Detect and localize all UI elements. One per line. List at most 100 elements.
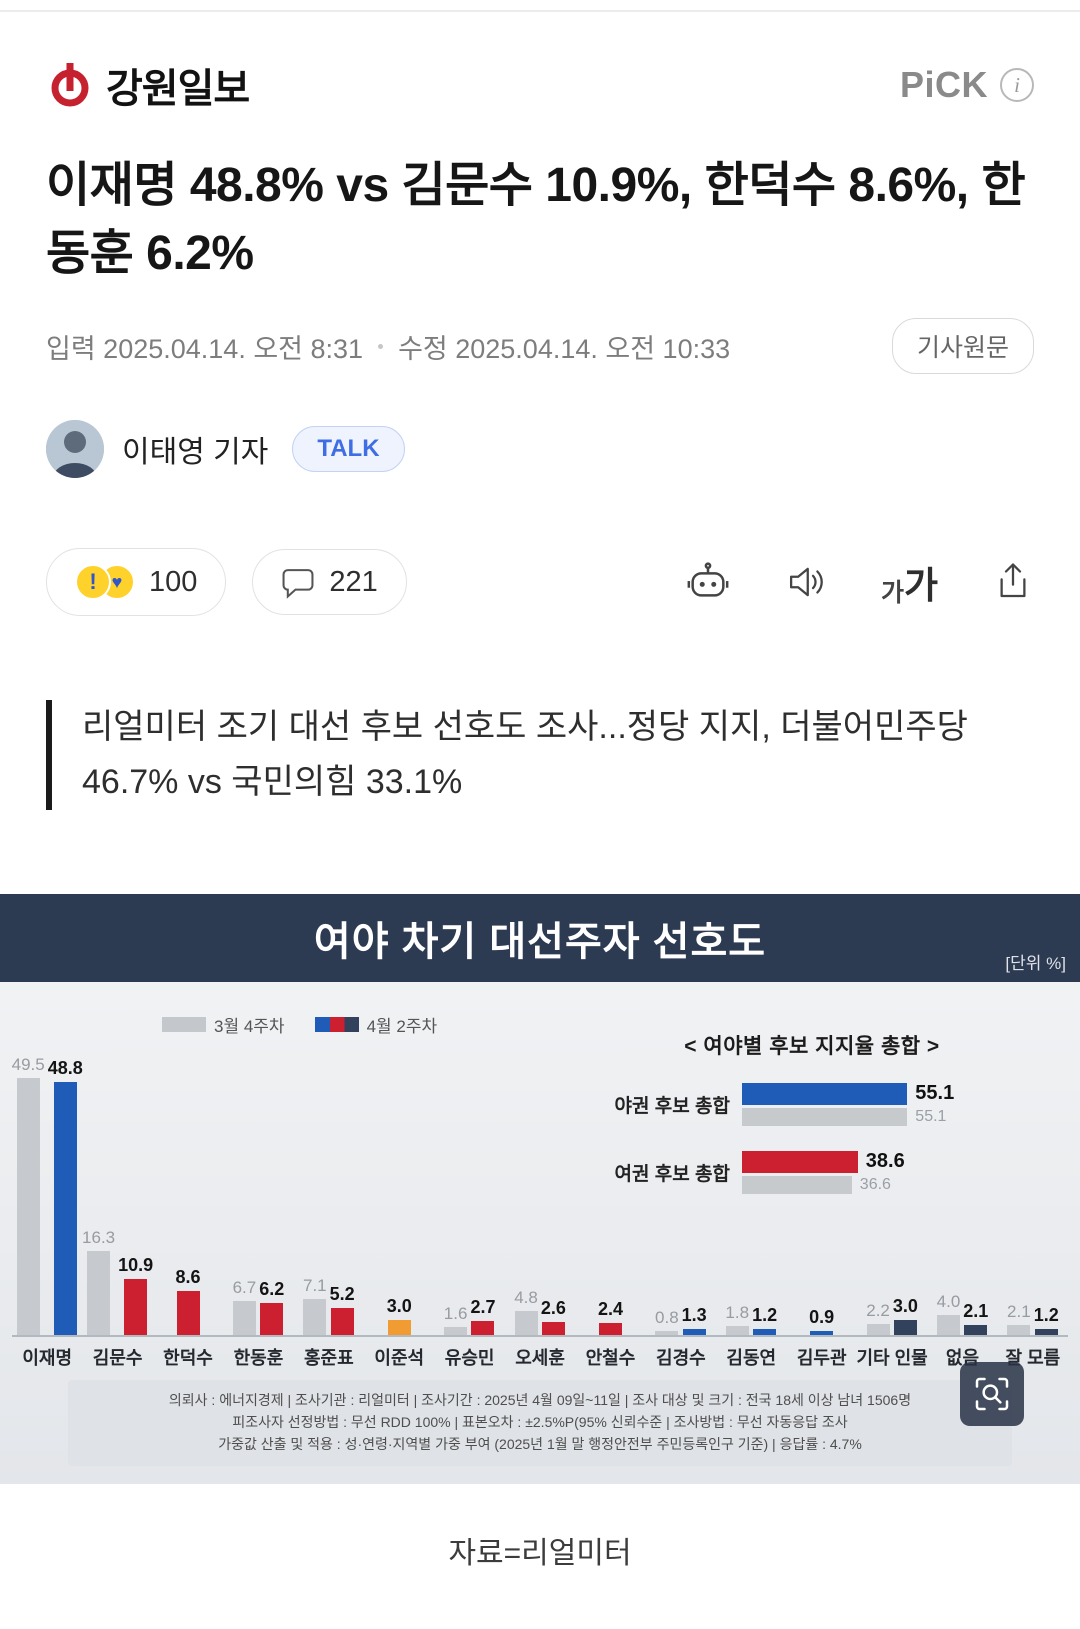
value-label: 2.6 (540, 1297, 566, 1318)
bar-item: 3.0 (387, 1296, 412, 1336)
bar-item: 1.3 (682, 1305, 707, 1336)
summary-bar (742, 1108, 908, 1127)
surprise-emoji-icon: ! (75, 564, 111, 601)
bar-item: 6.7 (232, 1278, 256, 1336)
font-size-small-label: 가 (880, 579, 904, 608)
pick-area: PiCK i (900, 64, 1034, 106)
bar-group: 6.7 6.2 한동훈 (223, 1278, 294, 1369)
bar-item: 0.8 (655, 1308, 679, 1336)
bar-previous (866, 1324, 890, 1336)
category-label: 김문수 (92, 1348, 143, 1369)
chart-unit-label: [단위 %] (1005, 954, 1066, 974)
value-label: 10.9 (118, 1254, 154, 1275)
modified-timestamp: 수정 2025.04.14. 오전 10:33 (398, 333, 731, 364)
bar-item: 2.2 (866, 1301, 890, 1336)
bar-current (471, 1321, 495, 1336)
comment-count: 221 (329, 565, 378, 598)
bar-item: 2.1 (963, 1301, 988, 1336)
chart-legend: 3월 4주차 4월 2주차 (162, 1012, 437, 1037)
chart-canvas: 3월 4주차 4월 2주차 < 여야별 후보 지지율 총합 > 야권 후보 총합… (12, 996, 1069, 1369)
bar-chart: 49.5 48.8 이재명 16.3 10.9 김문수 8.6 한덕수 6.7 6.2 한동훈 7.1… (12, 1055, 1069, 1369)
bar-item: 1.8 (725, 1303, 750, 1336)
legend-label-previous: 3월 4주차 (214, 1017, 285, 1037)
image-zoom-button[interactable] (960, 1361, 1024, 1426)
category-label: 이재명 (22, 1348, 73, 1369)
bar-item: 6.2 (259, 1279, 284, 1336)
bar-pair: 1.8 1.2 (716, 1303, 787, 1338)
bar-item: 2.6 (541, 1298, 566, 1336)
category-label: 한덕수 (163, 1348, 213, 1369)
reporter-name[interactable]: 이태영 기자 (122, 436, 269, 470)
category-label: 한동훈 (233, 1348, 284, 1369)
value-label: 2.1 (963, 1300, 989, 1321)
legend-swatch-previous (162, 1017, 206, 1033)
footnote-line: 피조사자 선정방법 : 무선 RDD 100% | 표본오차 : ±2.5%P(… (232, 1414, 848, 1431)
bar-current (387, 1319, 411, 1336)
bar-item: 4.0 (937, 1292, 960, 1336)
value-label: 1.8 (725, 1303, 750, 1323)
summary-bar (742, 1176, 852, 1195)
bar-group: 1.8 1.2 김동연 (716, 1303, 787, 1369)
summary-value: 38.6 (865, 1150, 905, 1173)
kangwon-ilbo-logo-icon (46, 61, 94, 109)
summary-row: 야권 후보 총합 55.1 55.1 (596, 1082, 1028, 1127)
value-label: 2.4 (597, 1299, 623, 1319)
value-label: 2.1 (1007, 1301, 1031, 1321)
text-to-speech-button[interactable] (785, 561, 827, 603)
bar-group: 0.9 김두관 (786, 1306, 857, 1369)
survey-footnote: 의뢰사 : 에너지경제 | 조사기관 : 리얼미터 | 조사기간 : 2025년… (68, 1380, 1012, 1466)
category-label: 김동연 (726, 1348, 777, 1369)
pick-label: PiCK (899, 64, 988, 105)
comment-bubble-icon (281, 565, 315, 600)
reactions-button[interactable]: ! ♥ 100 (46, 548, 227, 617)
category-label: 오세훈 (515, 1348, 565, 1369)
bar-previous (655, 1331, 679, 1336)
talk-button[interactable]: TALK (292, 426, 405, 473)
bar-item: 2.1 (1007, 1302, 1031, 1336)
bar-item: 2.7 (470, 1297, 495, 1336)
original-article-button[interactable]: 기사원문 (891, 318, 1034, 375)
bar-current (176, 1290, 200, 1336)
summary-bars: 55.1 55.1 (742, 1082, 954, 1127)
ai-summary-button[interactable] (685, 559, 731, 605)
bar-pair: 0.8 1.3 (645, 1305, 717, 1338)
chart-body: 3월 4주차 4월 2주차 < 여야별 후보 지지율 총합 > 야권 후보 총합… (0, 982, 1080, 1484)
bar-current (893, 1319, 917, 1336)
value-label: 3.0 (892, 1295, 918, 1316)
bar-pair: 4.0 2.1 (927, 1292, 998, 1338)
summary-bar-line: 38.6 (742, 1150, 905, 1173)
comments-button[interactable]: 221 (252, 549, 407, 616)
summary-value: 55.1 (915, 1082, 955, 1105)
bar-pair: 7.1 5.2 (293, 1276, 365, 1338)
article-title: 이재명 48.8% vs 김문수 10.9%, 한덕수 8.6%, 한동훈 6.… (46, 159, 1026, 281)
bar-current (330, 1308, 354, 1336)
legend-swatch-current (314, 1017, 359, 1033)
reporter-avatar[interactable] (46, 420, 104, 479)
bar-pair: 2.1 1.2 (997, 1302, 1069, 1338)
value-label: 1.6 (443, 1304, 468, 1324)
bar-group: 1.6 2.7 유승민 (434, 1297, 505, 1368)
bar-previous (232, 1300, 256, 1336)
value-label: 0.9 (809, 1306, 835, 1327)
category-label: 김두관 (796, 1348, 847, 1369)
bar-group: 49.5 48.8 이재명 (12, 1055, 83, 1369)
reporter-row: 이태영 기자 TALK (46, 420, 1034, 479)
reaction-count: 100 (149, 565, 198, 598)
info-icon[interactable]: i (1000, 68, 1034, 102)
summary-bar-line: 55.1 (742, 1082, 954, 1105)
category-label: 김경수 (656, 1348, 706, 1369)
bar-current (541, 1321, 565, 1336)
bar-group: 16.3 10.9 김문수 (82, 1228, 154, 1369)
value-label: 8.6 (175, 1266, 201, 1287)
publisher-brand[interactable]: 강원일보 (46, 56, 250, 114)
summary-bars: 38.6 36.6 (742, 1150, 905, 1195)
summary-value: 36.6 (859, 1176, 891, 1194)
bar-previous (725, 1326, 749, 1336)
summary-title: < 여야별 후보 지지율 총합 > (684, 1035, 940, 1059)
value-label: 2.2 (866, 1301, 890, 1321)
bar-item: 49.5 (12, 1055, 45, 1336)
bar-group: 0.8 1.3 김경수 (645, 1305, 717, 1369)
share-button[interactable] (992, 561, 1034, 603)
category-label: 안철수 (585, 1348, 636, 1369)
